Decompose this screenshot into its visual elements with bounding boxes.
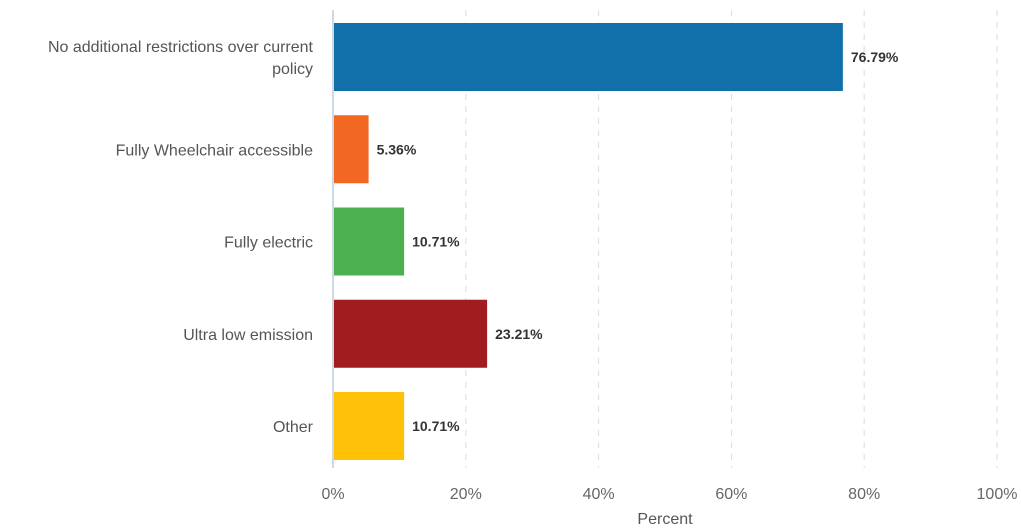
category-label: Other	[273, 419, 314, 436]
bars	[333, 23, 843, 460]
x-axis-title: Percent	[637, 511, 693, 528]
x-tick-label: 100%	[977, 486, 1018, 503]
category-label: Fully electric	[224, 235, 313, 252]
value-labels: 76.79% 5.36% 10.71% 23.21% 10.71%	[377, 49, 899, 434]
x-tick-label: 60%	[715, 486, 747, 503]
bar	[333, 392, 405, 460]
x-tick-label: 20%	[450, 486, 482, 503]
bar	[333, 207, 405, 276]
x-tick-label: 0%	[321, 486, 344, 503]
x-tick-label: 40%	[583, 486, 615, 503]
bar	[333, 299, 488, 368]
x-tick-labels: 0% 20% 40% 60% 80% 100%	[321, 486, 1017, 503]
data-label: 10.71%	[412, 418, 460, 434]
data-label: 76.79%	[851, 49, 899, 65]
category-label: Ultra low emission	[183, 327, 313, 344]
bar	[333, 115, 369, 184]
bar	[333, 23, 843, 91]
x-tick-label: 80%	[848, 486, 880, 503]
category-label: No additional restrictions over current p…	[48, 39, 314, 78]
category-label: Fully Wheelchair accessible	[116, 142, 314, 159]
data-label: 5.36%	[377, 141, 417, 157]
category-labels: No additional restrictions over current p…	[48, 39, 314, 436]
data-label: 10.71%	[412, 234, 460, 250]
data-label: 23.21%	[495, 326, 543, 342]
